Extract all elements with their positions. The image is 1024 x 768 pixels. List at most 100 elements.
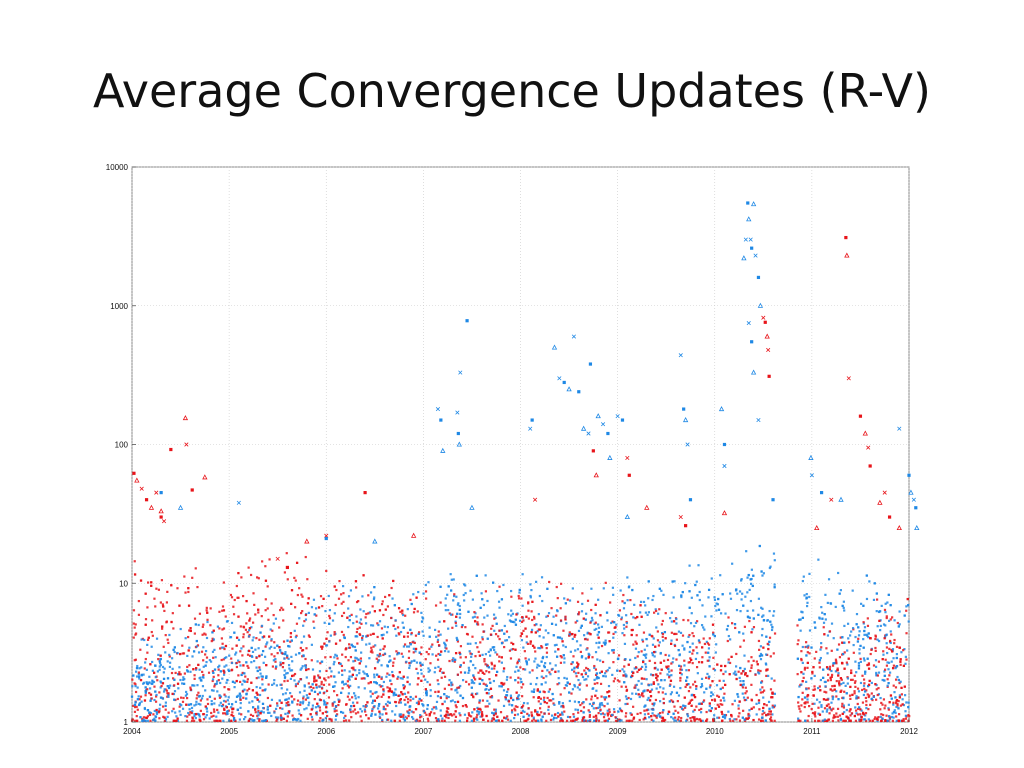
red-band-point [432,706,435,709]
blue-band-point [494,719,498,722]
red-band-point [450,713,453,716]
blue-band-point [398,694,401,697]
blue-band-point [219,701,222,704]
blue-band-point [208,659,211,662]
red-band-point [679,671,682,675]
blue-band-point [316,660,319,663]
red-band-point [456,673,459,676]
red-band-point [354,580,358,583]
blue-band-point [887,668,890,671]
red-band-point [654,714,658,718]
blue-band-point [270,698,274,701]
blue-band-point [205,713,208,717]
blue-band-point [798,618,801,621]
red-band-point [294,685,297,688]
blue-band-point [646,613,649,616]
blue-band-point [862,638,865,641]
blue-band-point [582,701,585,704]
red-band-point [824,719,828,722]
blue-band-point [555,716,558,720]
red-band-point [196,694,199,697]
red-band-point [624,685,628,688]
blue-band-point [799,629,802,632]
blue-band-point [614,631,617,634]
red-band-point [176,717,179,720]
blue-band-point [907,604,910,607]
red-band-point [300,611,303,615]
red-band-point [459,645,463,648]
blue-band-point [378,715,381,718]
blue-band-point [830,669,833,673]
blue-band-point [293,679,296,682]
red-band-point [480,715,484,718]
blue-band-point [733,699,737,702]
blue-band-point [538,635,541,638]
blue-band-point [190,706,194,710]
red-band-point [810,707,813,711]
red-band-point [404,614,407,617]
blue-band-point [758,544,761,548]
red-band-point [146,651,149,654]
red-band-point [189,711,192,714]
red-band-point [341,687,344,690]
blue-band-point [660,679,663,682]
red-band-point [614,716,617,719]
red-band-point [196,585,199,589]
red-band-point [485,670,488,673]
blue-band-point [358,672,361,675]
red-band-point [266,696,270,700]
blue-band-point [221,677,224,680]
blue-band-point [701,684,704,688]
blue-band-point [612,636,615,639]
blue-band-point [573,685,576,688]
blue-band-point [600,712,603,716]
red-band-point [481,699,485,702]
blue-band-point [863,626,867,629]
blue-band-point [578,688,581,691]
blue-band-point [668,700,671,703]
blue-band-point [801,616,805,620]
blue-band-point [219,670,222,673]
red-band-point [517,676,520,679]
red-band-point [439,601,442,604]
blue-band-point [320,660,323,663]
blue-band-point [224,695,227,698]
blue-band-point [858,648,861,651]
red-band-point [853,681,857,684]
blue-band-point [255,685,258,689]
blue-band-point [680,595,683,599]
blue-band-point [208,717,211,720]
blue-band-point [847,703,850,706]
red-band-point [548,580,551,584]
blue-band-point [425,691,428,695]
red-band-point [522,619,525,622]
red-band-point [516,662,519,665]
red-band-point [255,637,258,640]
blue-band-point [201,694,204,698]
blue-band-point [342,683,346,686]
red-band-point [212,629,215,632]
red-band-point [350,716,353,719]
red-band-point [484,705,487,708]
blue-band-point [290,639,293,642]
blue-band-point [678,654,681,657]
red-band-point [583,669,586,672]
red-band-point [709,709,712,713]
blue-band-point [762,572,765,575]
blue-band-point [606,709,609,712]
blue-band-point [771,713,774,716]
red-band-point [760,680,764,683]
red-band-point [179,652,182,656]
red-band-point [765,669,768,672]
blue-band-point [584,618,587,621]
red-band-point [576,600,580,603]
red-band-point [611,620,614,623]
blue-band-point [755,713,758,716]
blue-band-point [572,715,576,718]
blue-band-point [740,578,743,581]
red-band-point [691,698,694,702]
red-band-point [866,663,869,667]
blue-band-point [164,704,167,708]
blue-band-point [258,700,261,703]
blue-band-point [167,694,170,697]
